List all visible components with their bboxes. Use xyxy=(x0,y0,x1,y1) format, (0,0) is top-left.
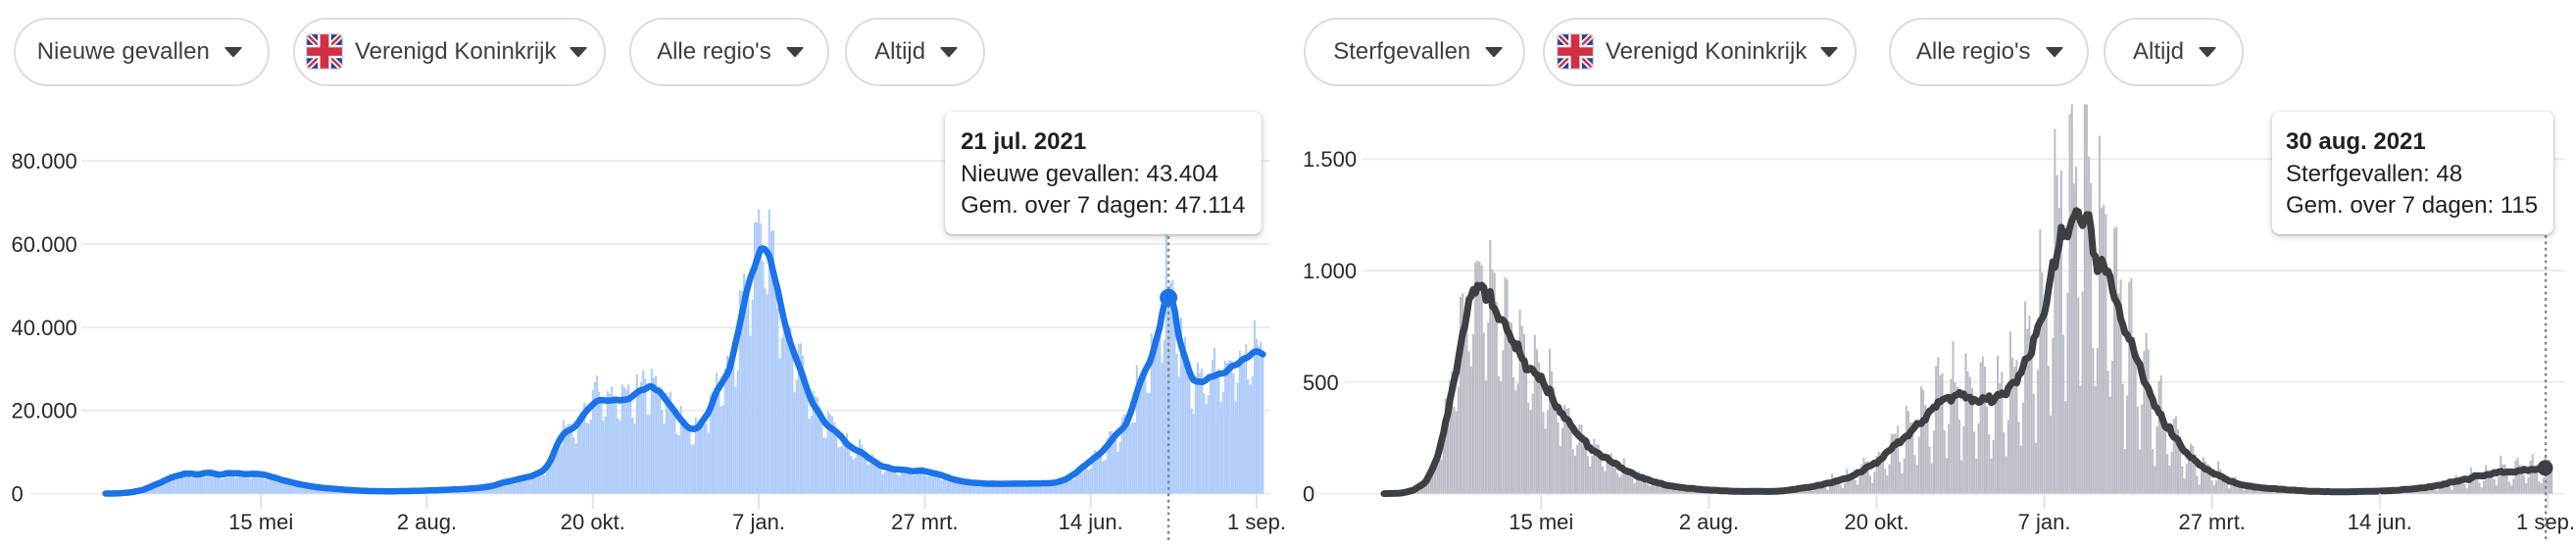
svg-text:1 sep.: 1 sep. xyxy=(1227,510,1286,534)
svg-text:7 jan.: 7 jan. xyxy=(2018,510,2071,534)
svg-text:0: 0 xyxy=(1303,482,1314,507)
svg-text:500: 500 xyxy=(1303,371,1339,395)
svg-text:20 okt.: 20 okt. xyxy=(1844,510,1908,534)
svg-text:1.000: 1.000 xyxy=(1303,259,1357,283)
svg-text:2 aug.: 2 aug. xyxy=(397,510,457,534)
svg-text:80.000: 80.000 xyxy=(12,149,77,173)
svg-text:60.000: 60.000 xyxy=(12,232,77,257)
svg-text:14 jun.: 14 jun. xyxy=(2348,510,2412,534)
svg-text:1.500: 1.500 xyxy=(1303,147,1357,172)
svg-text:20 okt.: 20 okt. xyxy=(561,510,625,534)
svg-text:7 jan.: 7 jan. xyxy=(732,510,785,534)
svg-text:0: 0 xyxy=(12,482,24,507)
svg-text:15 mei: 15 mei xyxy=(1509,510,1573,534)
svg-text:20.000: 20.000 xyxy=(12,399,77,423)
svg-text:40.000: 40.000 xyxy=(12,316,77,340)
svg-text:15 mei: 15 mei xyxy=(228,510,293,534)
svg-text:2 aug.: 2 aug. xyxy=(1679,510,1739,534)
svg-text:27 mrt.: 27 mrt. xyxy=(2178,510,2245,534)
svg-text:14 jun.: 14 jun. xyxy=(1059,510,1123,534)
svg-text:27 mrt.: 27 mrt. xyxy=(891,510,958,534)
